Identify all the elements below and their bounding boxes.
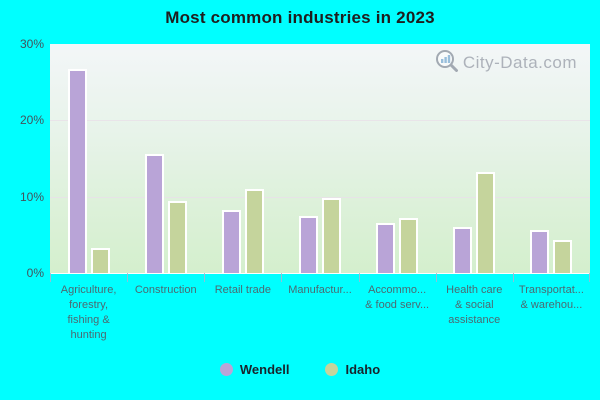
bar-wendell-3[interactable] bbox=[221, 209, 241, 273]
category-group bbox=[127, 44, 204, 273]
gridline bbox=[50, 120, 590, 122]
x-axis-label: Health care & social assistance bbox=[446, 284, 503, 326]
bar-idaho-5[interactable] bbox=[399, 218, 419, 273]
x-axis-labels: Agriculture, forestry, fishing & hunting… bbox=[50, 283, 590, 343]
x-axis-ticks bbox=[50, 273, 590, 282]
bar-idaho-6[interactable] bbox=[476, 171, 496, 273]
bar-wendell-4[interactable] bbox=[298, 216, 318, 273]
category-group bbox=[359, 44, 436, 273]
x-axis-label: Accommo... & food serv... bbox=[365, 284, 430, 311]
x-axis-tick bbox=[589, 273, 590, 282]
bar-idaho-7[interactable] bbox=[553, 240, 573, 273]
x-axis-tick bbox=[281, 273, 282, 282]
bar-idaho-4[interactable] bbox=[321, 197, 341, 273]
bar-groups bbox=[50, 44, 590, 273]
category-group bbox=[50, 44, 127, 273]
legend-label-idaho: Idaho bbox=[345, 362, 381, 377]
gridline bbox=[50, 196, 590, 198]
x-axis-tick bbox=[436, 273, 437, 282]
x-axis-tick bbox=[513, 273, 514, 282]
x-axis-tick bbox=[359, 273, 360, 282]
y-tick-label: 0% bbox=[26, 266, 44, 280]
bar-idaho-3[interactable] bbox=[244, 188, 264, 273]
x-axis-label: Agriculture, forestry, fishing & hunting bbox=[60, 284, 117, 341]
legend: Wendell Idaho bbox=[0, 362, 600, 377]
legend-marker-wendell bbox=[219, 363, 233, 376]
plot-area: City-Data.com bbox=[50, 44, 590, 274]
bar-wendell-2[interactable] bbox=[144, 154, 164, 273]
y-tick-label: 20% bbox=[19, 113, 44, 128]
x-axis-tick bbox=[127, 273, 128, 282]
bar-idaho-1[interactable] bbox=[90, 248, 110, 273]
x-axis-label: Manufactur... bbox=[288, 284, 352, 296]
legend-label-wendell: Wendell bbox=[239, 362, 290, 377]
x-axis-tick bbox=[204, 273, 205, 282]
bar-wendell-6[interactable] bbox=[453, 226, 473, 273]
bar-wendell-7[interactable] bbox=[530, 229, 550, 273]
x-axis-label: Transportat... & warehou... bbox=[518, 284, 584, 311]
category-group bbox=[436, 44, 513, 273]
legend-marker-idaho bbox=[325, 363, 339, 376]
legend-item-wendell[interactable]: Wendell bbox=[219, 362, 290, 377]
legend-item-idaho[interactable]: Idaho bbox=[325, 362, 380, 377]
x-axis-label: Retail trade bbox=[214, 284, 271, 296]
x-axis-label: Construction bbox=[134, 284, 197, 296]
category-group bbox=[281, 44, 358, 273]
bar-wendell-1[interactable] bbox=[67, 69, 87, 273]
y-tick-label: 30% bbox=[19, 37, 44, 51]
watermark: City-Data.com bbox=[434, 48, 577, 79]
chart-title: Most common industries in 2023 bbox=[165, 8, 435, 27]
category-group bbox=[204, 44, 281, 273]
y-tick-label: 10% bbox=[19, 189, 44, 204]
x-axis-tick bbox=[50, 273, 51, 282]
bar-idaho-2[interactable] bbox=[167, 200, 187, 273]
category-group bbox=[513, 44, 590, 273]
magnifier-bars-icon bbox=[434, 48, 460, 79]
watermark-text: City-Data.com bbox=[462, 53, 577, 72]
bar-wendell-5[interactable] bbox=[376, 222, 396, 273]
